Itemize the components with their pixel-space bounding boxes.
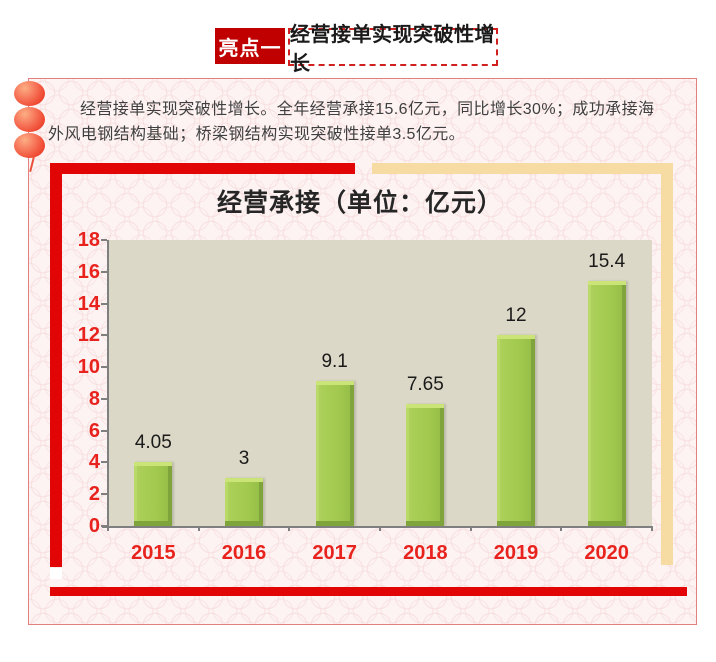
chart-x-axis-line bbox=[102, 526, 653, 528]
y-axis-label: 6 bbox=[88, 419, 100, 442]
frame-cream-right bbox=[661, 163, 673, 565]
y-axis-tick bbox=[101, 461, 107, 464]
chart-plot-area bbox=[108, 240, 652, 526]
chart-bar bbox=[134, 461, 173, 526]
chart-title: 经营承接（单位：亿元） bbox=[216, 190, 503, 217]
chart-y-axis-line bbox=[107, 240, 109, 528]
bar-value-label: 15.4 bbox=[588, 251, 626, 273]
frame-red-bottom bbox=[50, 587, 687, 596]
y-axis-label: 14 bbox=[77, 292, 100, 315]
lantern-icon bbox=[14, 81, 45, 106]
bar-value-label: 3 bbox=[238, 448, 250, 470]
bar-value-label: 7.65 bbox=[406, 374, 444, 396]
bar-value-label: 4.05 bbox=[134, 431, 172, 453]
x-axis-tick bbox=[107, 526, 109, 531]
y-axis-tick bbox=[101, 302, 107, 305]
frame-red-top bbox=[50, 163, 355, 174]
y-axis-label: 0 bbox=[88, 515, 100, 537]
intro-paragraph: 经营接单实现突破性增长。全年经营承接15.6亿元，同比增长30%；成功承接海外风… bbox=[48, 101, 655, 143]
chart-bar bbox=[315, 381, 354, 526]
highlight-title: 经营接单实现突破性增长 bbox=[288, 24, 498, 75]
x-axis-tick bbox=[379, 526, 381, 531]
frame-white-notch bbox=[50, 568, 62, 579]
y-axis-tick bbox=[101, 270, 107, 273]
x-axis-label: 2018 bbox=[403, 542, 448, 564]
y-axis-tick bbox=[101, 429, 107, 432]
y-axis-label: 2 bbox=[88, 483, 100, 506]
x-axis-tick bbox=[651, 526, 653, 531]
y-axis-label: 18 bbox=[77, 229, 100, 251]
x-axis-label: 2019 bbox=[493, 542, 539, 564]
frame-red-left bbox=[50, 163, 62, 567]
y-axis-label: 8 bbox=[88, 387, 100, 410]
lantern-icon bbox=[14, 133, 45, 158]
lantern-icon bbox=[14, 107, 45, 132]
x-axis-label: 2015 bbox=[131, 542, 176, 564]
x-axis-tick bbox=[469, 526, 472, 531]
lantern-string bbox=[13, 80, 47, 176]
bar-value-label: 9.1 bbox=[321, 351, 348, 373]
x-axis-tick bbox=[560, 526, 563, 531]
chart-bar bbox=[587, 281, 626, 526]
x-axis-label: 2020 bbox=[584, 542, 629, 564]
chart-bar bbox=[225, 478, 263, 526]
y-axis-label: 4 bbox=[88, 451, 100, 474]
y-axis-tick bbox=[101, 239, 107, 241]
y-axis-tick bbox=[101, 493, 107, 496]
y-axis-label: 10 bbox=[77, 356, 100, 379]
frame-cream-top bbox=[372, 163, 673, 174]
x-axis-label: 2016 bbox=[221, 542, 267, 564]
y-axis-tick bbox=[101, 334, 107, 337]
y-axis-label: 16 bbox=[77, 260, 100, 283]
y-axis-tick bbox=[101, 366, 107, 369]
x-axis-tick bbox=[197, 526, 200, 531]
highlight-badge: 亮点一 bbox=[215, 28, 285, 64]
chart-bar bbox=[406, 404, 445, 526]
x-axis-label: 2017 bbox=[312, 542, 357, 564]
y-axis-tick bbox=[101, 397, 107, 400]
chart-bar bbox=[497, 335, 535, 526]
x-axis-tick bbox=[288, 526, 291, 531]
bar-value-label: 12 bbox=[505, 305, 527, 327]
y-axis-label: 12 bbox=[77, 324, 100, 347]
lantern-tassel bbox=[29, 156, 35, 173]
